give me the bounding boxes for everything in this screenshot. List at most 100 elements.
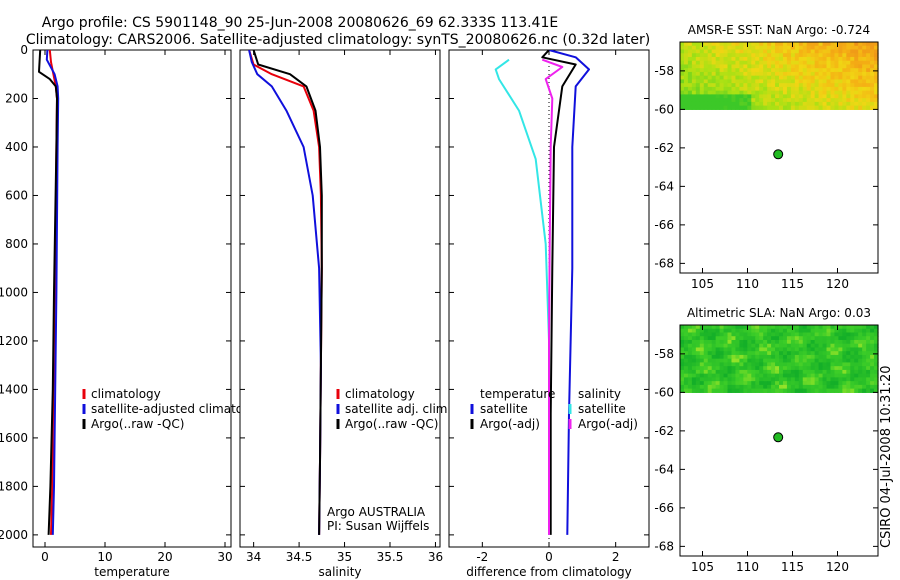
sla_map-heat-cell	[870, 325, 875, 330]
sst_map-heat-cell	[683, 68, 689, 73]
sst_map-heat-cell	[743, 68, 748, 73]
sst_map-heat-cell	[794, 42, 800, 47]
temperature-xtick-label: 0	[41, 550, 49, 564]
sla_map-heat-cell	[874, 354, 879, 360]
sst_map-heat-cell	[680, 68, 685, 73]
sla_map-heat-cell	[830, 362, 836, 367]
sst_map-heat-cell	[830, 98, 836, 103]
sla_map-heat-cell	[874, 347, 879, 352]
sst_map-heat-cell	[834, 79, 839, 84]
sst_map-heat-cell	[743, 94, 748, 99]
sst_map-heat-cell	[735, 83, 740, 88]
sla_map-heat-cell	[715, 373, 721, 378]
sla_map-heat-cell	[874, 381, 879, 386]
sst_map-heat-cell	[874, 98, 879, 103]
sla_map-heat-cell	[842, 332, 847, 337]
sst_map-heat-cell	[751, 90, 756, 95]
sst_map-heat-cell	[759, 101, 764, 107]
sla_map-heat-cell	[850, 328, 855, 334]
sla_map-heat-cell	[759, 339, 764, 345]
sst_map-heat-cell	[755, 42, 760, 47]
sla_map-heat-cell	[703, 343, 709, 349]
sst_map-heat-cell	[798, 42, 804, 47]
sla_map-heat-cell	[866, 325, 871, 330]
sla_map-heat-cell	[854, 381, 859, 386]
sst_map-heat-cell	[723, 83, 729, 88]
sst_map-heat-cell	[699, 60, 705, 66]
sst_map-heat-cell	[711, 105, 717, 110]
sst_map-heat-cell	[731, 53, 737, 58]
sst_map-heat-cell	[680, 86, 685, 92]
sst_map-heat-cell	[874, 60, 879, 66]
sla_map-heat-cell	[874, 377, 879, 382]
sst_map-heat-cell	[695, 42, 701, 47]
sla_map-heat-cell	[838, 362, 843, 367]
sla_map-heat-cell	[719, 384, 725, 390]
sst_map-heat-cell	[743, 49, 748, 54]
sst_map-heat-cell	[802, 98, 808, 103]
sla_map-heat-cell	[814, 369, 820, 375]
sst_map-heat-cell	[814, 45, 820, 51]
sst_map-heat-cell	[715, 64, 721, 69]
sla_map-heat-cell	[866, 373, 871, 378]
sla_map-heat-cell	[771, 336, 776, 341]
sst_map-heat-cell	[838, 60, 843, 66]
sst_map-heat-cell	[850, 101, 855, 107]
sst_map-heat-cell	[755, 68, 760, 73]
sla_map-heat-cell	[743, 388, 748, 393]
sst_map-heat-cell	[782, 49, 788, 54]
sla_map-heat-cell	[782, 381, 788, 386]
sst_map-heat-cell	[775, 98, 780, 103]
sst_map-heat-cell	[786, 60, 792, 66]
sla_map-heat-cell	[830, 366, 836, 371]
sla_map-heat-cell	[735, 384, 740, 390]
temperature-ytick-label: 0	[20, 43, 28, 57]
temperature-series-argo-raw-qc	[38, 50, 58, 535]
sst_map-heat-cell	[854, 90, 859, 95]
sla_map-heat-cell	[786, 325, 792, 330]
sla_map-heat-cell	[782, 339, 788, 345]
sst_map-heat-cell	[731, 86, 737, 92]
sst_map-heat-cell	[719, 79, 725, 84]
sst_map-heat-cell	[858, 64, 863, 69]
sst_map-heat-cell	[755, 86, 760, 92]
sst_map-heat-cell	[850, 68, 855, 73]
sst_map-heat-cell	[707, 42, 713, 47]
sla_map-heat-cell	[751, 347, 756, 352]
sla_map-heat-cell	[771, 339, 776, 345]
sla_map-heat-cell	[719, 343, 725, 349]
sla_map-heat-cell	[739, 366, 744, 371]
sla_map-heat-cell	[711, 366, 717, 371]
sla_map-heat-cell	[707, 328, 713, 334]
sst_map-heat-cell	[782, 79, 788, 84]
sst_map-heat-cell	[790, 64, 796, 69]
sst_map-heat-cell	[767, 56, 772, 62]
sst_map-heat-cell	[759, 60, 764, 66]
sst_map-heat-cell	[790, 45, 796, 51]
sla_map-heat-cell	[822, 351, 828, 356]
sla_map-heat-cell	[715, 366, 721, 371]
sla_map-heat-cell	[763, 358, 768, 364]
sst_map-heat-cell	[755, 105, 760, 110]
sla_map-heat-cell	[763, 362, 768, 367]
sla_map-heat-cell	[763, 381, 768, 386]
temperature-ytick-label: 200	[5, 91, 28, 105]
sla_map-heat-cell	[763, 351, 768, 356]
sla_map-heat-cell	[834, 358, 839, 364]
sst_map-heat-cell	[794, 94, 800, 99]
sst_map-heat-cell	[790, 94, 796, 99]
sla_map-heat-cell	[802, 354, 808, 360]
sst_map-heat-cell	[814, 105, 820, 110]
sst_map-heat-cell	[739, 60, 744, 66]
sla_map-heat-cell	[826, 347, 832, 352]
sst_map-heat-cell	[743, 71, 748, 77]
sst_map-heat-cell	[830, 60, 836, 66]
sst_map-heat-cell	[751, 64, 756, 69]
sla_map-heat-cell	[830, 377, 836, 382]
sla_map-heat-cell	[818, 347, 824, 352]
sst_map-heat-cell	[779, 101, 784, 107]
salinity-panel: 34 34.5 35 35.5 36salinityclimatologysatelli…	[239, 49, 451, 579]
sla_map-heat-cell	[818, 332, 824, 337]
sst_map-heat-cell	[806, 79, 812, 84]
sla_map-heat-cell	[699, 339, 705, 345]
